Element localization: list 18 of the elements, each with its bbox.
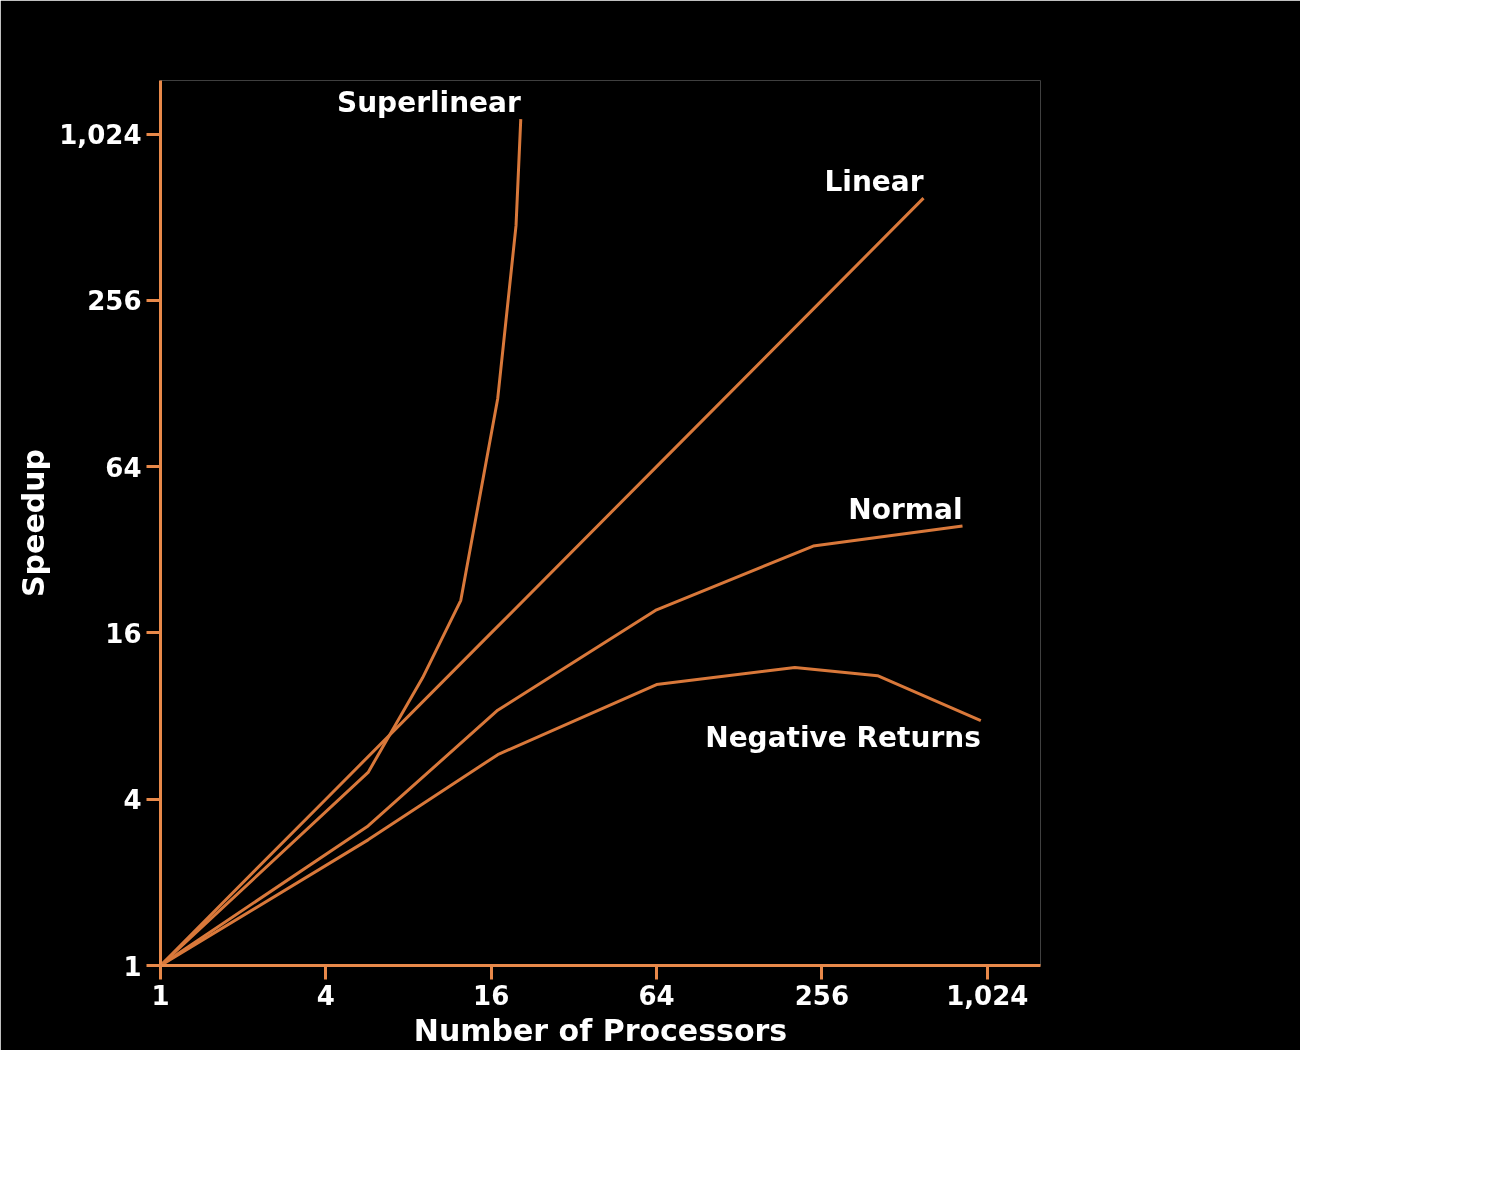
x-axis-title: Number of Processors [413,1012,788,1048]
x-tick-label: 4 [316,980,335,1011]
y-tick-label: 1 [123,951,142,982]
y-tick-label: 256 [87,286,142,317]
series-label: Negative Returns [705,720,981,754]
series-label: Superlinear [337,86,521,120]
y-tick-label: 64 [105,452,142,483]
x-tick-label: 64 [638,980,675,1011]
x-tick-label: 256 [794,980,850,1011]
y-tick-label: 4 [123,785,142,816]
y-axis-title: Speedup [16,448,52,598]
series-label: Linear [824,165,924,199]
y-tick-label: 1,024 [59,120,142,151]
x-tick-label: 1 [151,980,170,1011]
x-tick-label: 16 [473,980,510,1011]
x-tick-label: 1,024 [946,980,1029,1011]
y-tick-label: 16 [105,618,142,649]
series-label: Normal [848,493,963,527]
